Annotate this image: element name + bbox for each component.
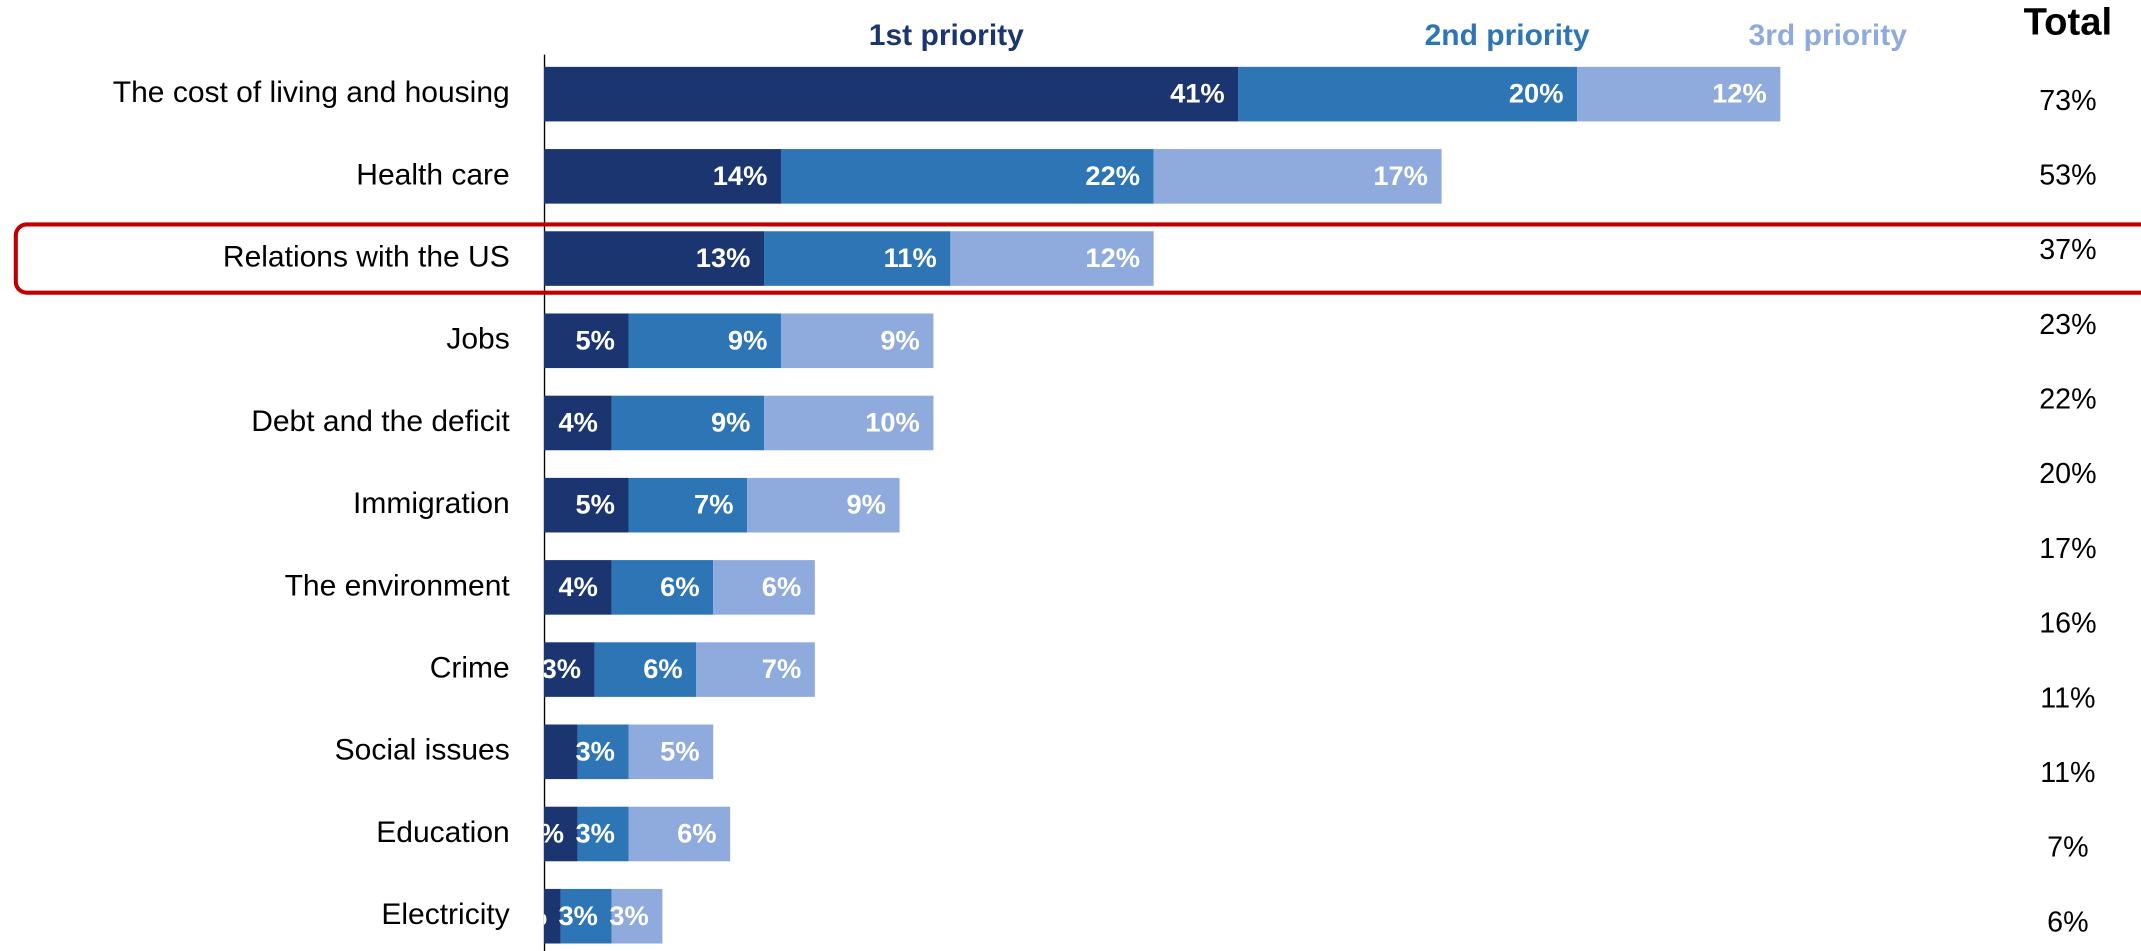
bar-segment	[950, 231, 1154, 286]
total-label: 7%	[2047, 832, 2088, 864]
value-label: 9%	[846, 489, 885, 520]
value-label: 7%	[694, 489, 733, 520]
total-label: 23%	[2039, 309, 2096, 341]
value-label: 4%	[559, 571, 598, 602]
bar-segment	[543, 477, 629, 533]
totals-title: Total	[2024, 1, 2112, 44]
bar-segment	[543, 888, 561, 944]
legend-label: 2nd priority	[1425, 19, 1590, 52]
total-label: 53%	[2039, 160, 2096, 192]
bar-segment	[628, 724, 714, 780]
bar-segment	[543, 231, 765, 286]
category-label: The environment	[285, 569, 511, 602]
total-label: 6%	[2047, 906, 2088, 938]
value-label: 9%	[728, 324, 767, 355]
total-label: 16%	[2039, 608, 2096, 640]
category-label: Social issues	[335, 734, 510, 767]
category-label: Education	[376, 816, 509, 849]
value-label: 5%	[660, 735, 699, 766]
bar-segment	[1577, 66, 1781, 122]
value-label: 6%	[643, 653, 682, 684]
value-label: 7%	[762, 653, 801, 684]
bar-segment	[611, 888, 663, 944]
value-label: 41%	[1170, 78, 1225, 109]
bar-segment	[1238, 66, 1578, 122]
category-label: Jobs	[446, 323, 509, 356]
bar-segment	[577, 724, 629, 780]
value-label: 9%	[880, 324, 919, 355]
value-label: 12%	[1712, 78, 1767, 109]
total-label: 22%	[2039, 384, 2096, 416]
bar-segment	[543, 642, 595, 697]
value-label: 3%	[559, 900, 598, 931]
value-label: 17%	[1373, 160, 1428, 191]
bar-segment	[628, 313, 781, 369]
bar-segment	[780, 313, 934, 369]
legend-label: 3rd priority	[1749, 19, 1908, 52]
bar-segment	[747, 477, 900, 533]
value-label: 11%	[884, 242, 937, 273]
bar-segment	[543, 66, 1239, 122]
category-label: The cost of living and housing	[113, 76, 510, 109]
value-label: 2%	[525, 818, 564, 849]
value-label: 10%	[865, 407, 920, 438]
bar-segment	[713, 560, 815, 615]
value-label: 3%	[575, 735, 614, 766]
highlight-box	[13, 222, 2141, 295]
value-label: 6%	[677, 818, 716, 849]
total-label: 73%	[2039, 85, 2096, 117]
bar-segment	[543, 724, 578, 780]
total-label: 11%	[2040, 682, 2095, 714]
value-label: 3%	[609, 900, 648, 931]
category-label: Electricity	[381, 898, 509, 931]
value-label: 6%	[762, 571, 801, 602]
category-label: Relations with the US	[223, 240, 510, 273]
value-label: 9%	[711, 407, 750, 438]
value-label: 13%	[696, 242, 751, 273]
category-label: Debt and the deficit	[251, 405, 510, 438]
bar-segment	[628, 477, 748, 533]
bar-segment	[543, 395, 612, 451]
value-label: 12%	[1085, 242, 1140, 273]
value-label: 3%	[542, 653, 581, 684]
category-label: Health care	[356, 158, 509, 191]
value-label: 6%	[660, 571, 699, 602]
bar-segment	[543, 149, 781, 204]
bar-segment	[628, 806, 731, 862]
total-label: 37%	[2039, 234, 2096, 266]
bar-segment	[611, 560, 714, 615]
bar-segment	[543, 560, 612, 615]
bar-segment	[696, 642, 815, 697]
total-label: 11%	[2040, 757, 2095, 789]
bar-segment	[577, 806, 629, 862]
category-label: Immigration	[353, 487, 510, 520]
value-label: 5%	[575, 489, 614, 520]
value-label: 20%	[1509, 78, 1564, 109]
bar-segment	[543, 313, 629, 369]
total-label: 20%	[2039, 458, 2096, 490]
bar-segment	[780, 149, 1154, 204]
value-label: 22%	[1085, 160, 1140, 191]
bar-segment	[1153, 149, 1442, 204]
value-label: 3%	[575, 818, 614, 849]
bar-segment	[594, 642, 697, 697]
bar-segment	[611, 395, 765, 451]
total-label: 17%	[2039, 533, 2096, 565]
value-label: 14%	[713, 160, 768, 191]
value-label: 5%	[575, 324, 614, 355]
bar-segment	[764, 231, 951, 286]
bar-segment	[543, 806, 578, 862]
value-label: 4%	[559, 407, 598, 438]
value-label: 1%	[508, 900, 547, 931]
bar-segment	[764, 395, 934, 451]
category-label: Crime	[430, 652, 510, 685]
legend-label: 1st priority	[869, 19, 1024, 52]
bar-segment	[560, 888, 612, 944]
